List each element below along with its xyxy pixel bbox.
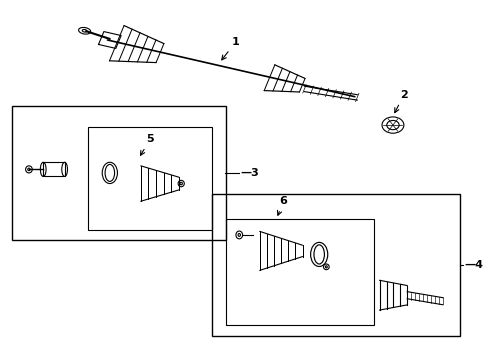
Bar: [88, 127, 212, 230]
Bar: [43, 162, 64, 176]
Bar: [212, 194, 459, 336]
Text: —3: —3: [240, 168, 259, 178]
Text: 2: 2: [394, 90, 407, 113]
Text: —4: —4: [464, 260, 482, 270]
Text: 6: 6: [277, 196, 287, 215]
Text: 1: 1: [221, 37, 239, 60]
Text: 5: 5: [140, 134, 154, 155]
Bar: [226, 219, 373, 325]
Bar: [12, 105, 226, 240]
